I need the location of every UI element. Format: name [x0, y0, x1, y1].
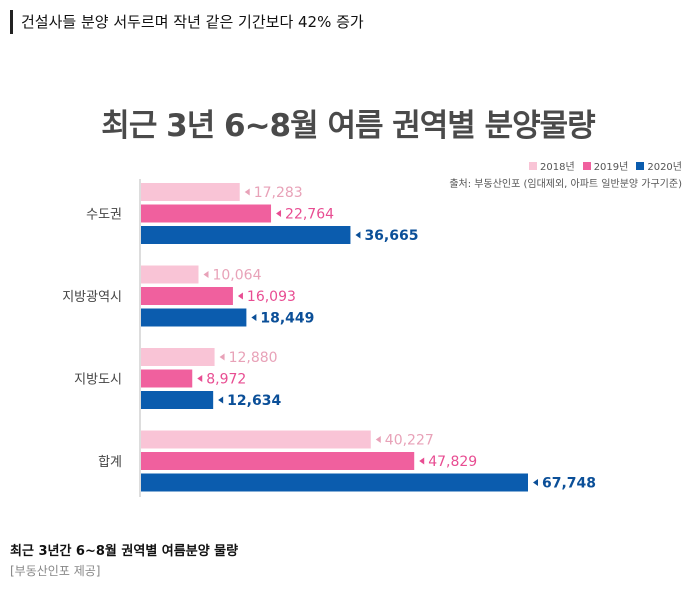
bar-metro-2020	[141, 308, 247, 327]
value-pointer-city-2019	[197, 375, 203, 382]
value-pointer-capital-2019	[276, 210, 282, 217]
article-headline: 건설사들 분양 서두르며 작년 같은 기간보다 42% 증가	[10, 10, 364, 34]
chart-plot: 수도권 17,283 22,764 36,665 지방광역시 10,064 16,093 18…	[62, 179, 596, 497]
value-label-capital-2019: 22,764	[285, 207, 334, 223]
category-label-capital: 수도권	[86, 208, 122, 223]
bar-total-2020	[141, 473, 528, 492]
value-label-city-2019: 8,972	[206, 372, 246, 388]
value-label-city-2020: 12,634	[227, 393, 281, 409]
legend-label-2020: 2020년	[647, 162, 682, 173]
image-caption: 최근 3년간 6~8월 권역별 여름분양 물량	[10, 544, 239, 559]
value-pointer-metro-2018	[203, 271, 209, 278]
legend-item-2020: 2020년	[636, 158, 682, 173]
value-pointer-total-2018	[375, 436, 381, 443]
bar-total-2019	[141, 452, 415, 470]
value-label-metro-2019: 16,093	[247, 289, 296, 305]
bar-metro-2019	[141, 287, 233, 305]
chart-title: 최근 3년 6~8월 여름 권역별 분양물량	[101, 108, 595, 144]
value-label-metro-2020: 18,449	[260, 311, 314, 327]
value-pointer-total-2019	[419, 457, 425, 465]
value-label-total-2018: 40,227	[385, 433, 434, 449]
value-pointer-capital-2020	[355, 231, 361, 239]
value-pointer-metro-2019	[237, 292, 243, 300]
legend-swatch-2020	[636, 161, 645, 170]
legend-label-2018: 2018년	[540, 162, 575, 173]
value-label-total-2020: 67,748	[542, 476, 596, 492]
legend-item-2018: 2018년	[529, 158, 575, 173]
bar-capital-2019	[141, 204, 272, 223]
value-label-metro-2018: 10,064	[212, 268, 261, 284]
category-label-metro: 지방광역시	[62, 290, 122, 305]
chart-legend: 2018년 2019년 2020년	[529, 158, 682, 173]
bar-capital-2020	[141, 226, 351, 244]
value-label-total-2019: 47,829	[428, 454, 477, 470]
value-label-capital-2020: 36,665	[364, 228, 418, 244]
value-pointer-metro-2020	[251, 314, 257, 321]
bar-capital-2018	[141, 183, 240, 201]
value-pointer-total-2020	[533, 479, 538, 486]
value-pointer-capital-2018	[244, 188, 250, 196]
bar-city-2018	[141, 348, 215, 366]
chart-source: 출처: 부동산인포 (임대제외, 아파트 일반분양 가구기준)	[449, 179, 682, 190]
value-label-city-2018: 12,880	[229, 350, 278, 366]
bar-total-2018	[141, 430, 371, 449]
category-label-city: 지방도시	[74, 373, 122, 388]
legend-item-2019: 2019년	[582, 158, 629, 173]
bar-city-2020	[141, 391, 214, 409]
bar-city-2019	[141, 369, 193, 388]
value-label-capital-2018: 17,283	[254, 185, 303, 201]
category-label-total: 합계	[98, 455, 122, 470]
value-pointer-city-2020	[218, 396, 224, 404]
value-pointer-city-2018	[219, 353, 225, 361]
image-credit: [부동산인포 제공]	[10, 564, 101, 578]
legend-swatch-2019	[582, 161, 591, 170]
legend-label-2019: 2019년	[593, 162, 629, 173]
bar-metro-2018	[141, 265, 199, 284]
legend-swatch-2018	[529, 161, 538, 170]
chart-figure: 최근 3년 6~8월 여름 권역별 분양물량 2018년 2019년 2020년…	[0, 80, 696, 520]
